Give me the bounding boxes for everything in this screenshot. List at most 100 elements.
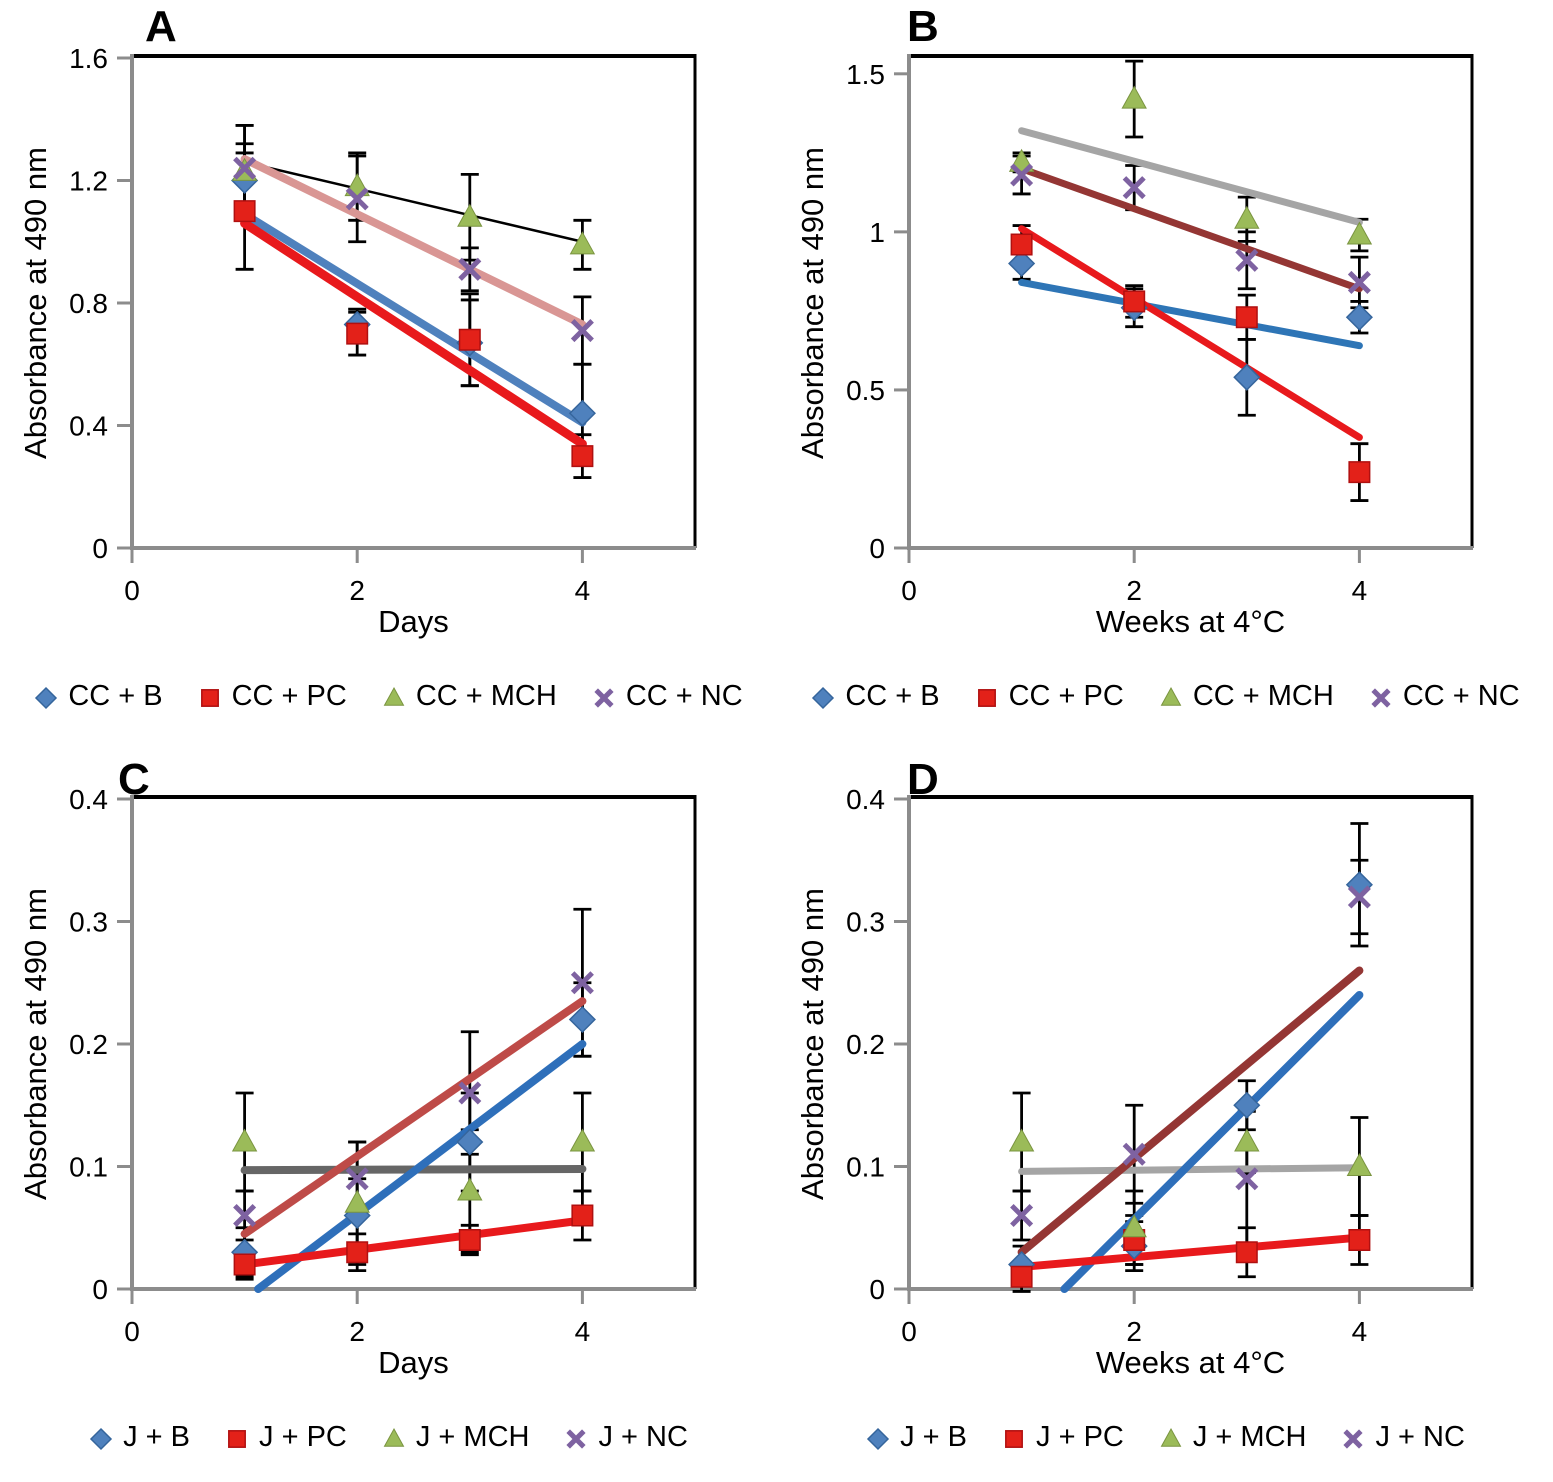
legend-label: J + PC <box>259 1421 347 1453</box>
legend-item: J + NC <box>1340 1421 1465 1454</box>
y-axis-title: Absorbance at 490 nm <box>795 888 830 1200</box>
square-marker <box>1235 1241 1258 1264</box>
legend-marker-x <box>1343 1428 1364 1449</box>
x-tick-label: 0 <box>901 575 917 606</box>
x-marker <box>1235 1167 1259 1191</box>
legend-item: J + PC <box>1001 1421 1124 1454</box>
legend-label: CC + MCH <box>1192 680 1334 712</box>
panel-letter-A: A <box>145 2 177 51</box>
x-marker <box>1010 163 1034 187</box>
panel-A: A 0 0.4 0.8 1.2 1.6 0 2 4 Absorbance at 490 nm … <box>0 0 776 741</box>
panel-B: B 0 0.5 1 1.5 0 2 4 Absorbance at 490 nm Weeks… <box>777 0 1553 741</box>
square-marker <box>233 200 256 223</box>
legend-marker-triangle <box>1160 686 1182 706</box>
y-tick-label: 0.5 <box>846 375 885 406</box>
legend-item: CC + MCH <box>1158 680 1334 713</box>
legend-label: J + B <box>123 1421 191 1453</box>
legend-label: J + PC <box>1036 1421 1124 1453</box>
trendline <box>1018 165 1363 293</box>
square-marker <box>1235 306 1258 329</box>
triangle-marker <box>569 231 596 255</box>
trendline <box>243 160 584 243</box>
trendline <box>240 997 587 1238</box>
trendline <box>1060 991 1364 1293</box>
legend-label: CC + PC <box>231 680 347 712</box>
panel-letter-B: B <box>907 2 939 51</box>
diamond-marker <box>812 686 835 709</box>
legend-label: CC + NC <box>625 680 743 712</box>
legend-item: J + B <box>88 1421 190 1454</box>
y-tick-label: 1.2 <box>69 166 108 197</box>
x-tick-label: 4 <box>1352 575 1368 606</box>
chart-canvas-D: 0 0.1 0.2 0.3 0.4 0 2 4 <box>846 784 1474 1347</box>
legend-marker-square <box>200 688 219 707</box>
y-tick-label: 0 <box>869 1274 885 1305</box>
x-marker <box>345 1167 369 1191</box>
legend-label: J + NC <box>1375 1421 1465 1453</box>
x-marker <box>233 1203 257 1228</box>
triangle-marker <box>569 1128 596 1152</box>
x-marker <box>345 187 369 211</box>
square-marker <box>1348 1229 1371 1251</box>
legend-label: J + MCH <box>1192 1421 1307 1453</box>
chart-canvas-C: 0 0.1 0.2 0.3 0.4 0 2 4 <box>69 784 697 1347</box>
diamond-marker <box>90 1427 113 1450</box>
square-marker <box>571 445 594 468</box>
x-marker <box>1371 687 1391 708</box>
x-marker <box>1347 270 1371 294</box>
x-tick-label: 0 <box>124 575 140 606</box>
legend-item: J + MCH <box>1158 1421 1307 1454</box>
legend-marker-x <box>594 687 614 708</box>
y-tick-label: 0.3 <box>69 907 108 938</box>
y-tick-label: 0.8 <box>69 288 108 319</box>
x-tick-label: 4 <box>575 1316 591 1347</box>
y-tick-label: 0.4 <box>69 784 108 815</box>
x-tick-label: 2 <box>349 575 365 606</box>
legend-label: CC + PC <box>1008 680 1124 712</box>
x-marker <box>1122 1142 1146 1166</box>
trendline <box>240 1216 587 1269</box>
triangle-marker <box>1160 1427 1182 1447</box>
triangle-marker <box>344 1189 370 1213</box>
x-marker <box>1122 176 1146 200</box>
trendline <box>254 1040 587 1293</box>
legend-item: CC + B <box>810 680 940 713</box>
trendline <box>1017 1233 1364 1271</box>
diamond-marker <box>867 1427 890 1450</box>
legend-D: J + B J + PC J + MCH J + NC <box>777 1421 1553 1454</box>
triangle-marker <box>383 686 405 706</box>
square-marker <box>571 1204 594 1227</box>
y-axis-title: Absorbance at 490 nm <box>18 147 53 459</box>
legend-item: J + B <box>865 1421 967 1454</box>
x-marker <box>458 257 482 281</box>
legend-marker-diamond <box>35 686 58 709</box>
x-marker <box>1235 248 1259 272</box>
x-axis-title: Weeks at 4°C <box>1095 1345 1286 1380</box>
square-marker <box>346 322 369 345</box>
triangle-marker <box>1008 1128 1035 1152</box>
legend-item: CC + B <box>33 680 163 713</box>
legend-B: CC + B CC + PC CC + MCH CC + NC <box>777 680 1553 713</box>
legend-marker-square <box>977 688 996 707</box>
legend-item: J + MCH <box>381 1421 530 1454</box>
y-tick-label: 1.5 <box>846 59 885 90</box>
x-marker <box>458 1081 482 1105</box>
trendline <box>240 218 587 449</box>
x-marker <box>233 156 257 180</box>
diamond-marker <box>456 1128 484 1156</box>
trendline <box>240 155 587 329</box>
diamond-marker <box>568 399 596 427</box>
legend-marker-triangle <box>1160 1427 1182 1447</box>
panel-D: D 0 0.1 0.2 0.3 0.4 0 2 4 Absorbance at 490 nm … <box>777 741 1553 1482</box>
legend-label: J + NC <box>598 1421 688 1453</box>
trendline <box>1018 225 1363 441</box>
x-axis-title: Days <box>378 604 449 639</box>
y-tick-label: 0.1 <box>69 1152 108 1183</box>
legend-label: J + MCH <box>415 1421 530 1453</box>
legend-item: CC + PC <box>974 680 1124 713</box>
legend-item: CC + NC <box>1368 680 1520 713</box>
triangle-marker <box>231 1128 258 1152</box>
square-marker <box>1010 233 1033 256</box>
legend-marker-square <box>228 1429 246 1448</box>
